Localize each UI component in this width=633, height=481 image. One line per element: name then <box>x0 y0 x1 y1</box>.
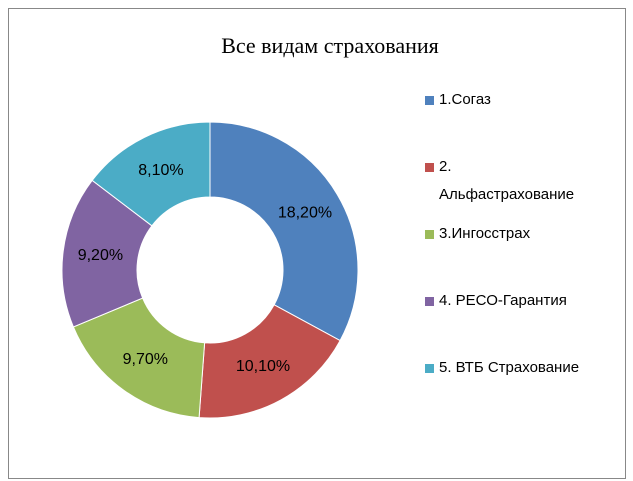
legend-swatch <box>425 96 434 105</box>
chart-title: Все видам страхования <box>221 33 439 58</box>
legend-label: 5. ВТБ Страхование <box>439 359 579 376</box>
legend-swatch <box>425 297 434 306</box>
data-label: 8,10% <box>138 162 183 179</box>
data-label: 10,10% <box>236 358 290 375</box>
donut-segment <box>209 121 359 342</box>
donut-segment <box>91 121 211 227</box>
legend-label: 4. РЕСО-Гарантия <box>439 292 567 309</box>
legend-label: 2. Альфастрахование <box>439 158 574 203</box>
donut-segment <box>61 179 153 328</box>
data-label: 9,20% <box>78 247 123 264</box>
legend-label: 1.Согаз <box>439 91 491 108</box>
data-label: 9,70% <box>123 351 168 368</box>
legend-swatch <box>425 163 434 172</box>
donut-segment <box>198 304 341 419</box>
legend-label: 3.Ингосстрах <box>439 225 531 242</box>
data-label: 18,20% <box>278 205 332 222</box>
legend-swatch <box>425 364 434 373</box>
legend-swatch <box>425 230 434 239</box>
donut-segment <box>72 297 206 419</box>
